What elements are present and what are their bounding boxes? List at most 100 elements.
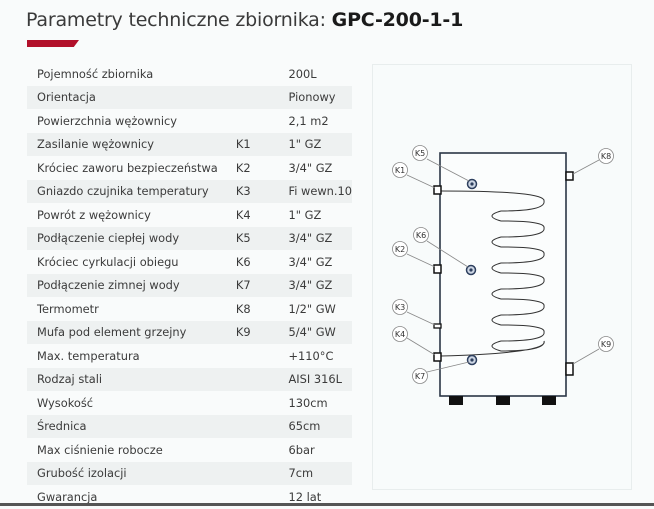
spec-label: Średnica [27,414,236,438]
spec-label: Rodzaj stali [27,367,236,391]
spec-code [235,414,289,438]
svg-text:K2: K2 [395,245,405,254]
spec-code: K7 [235,273,289,297]
bottom-edge-bar [0,503,654,506]
spec-row: Króciec cyrkulacji obiegu K6 3/4" GZ [27,250,352,274]
spec-row: Króciec zaworu bezpieczeństwa K2 3/4" GZ [27,156,352,180]
spec-row: Gwarancja 12 lat [27,485,352,509]
spec-code [236,344,289,368]
spec-code [235,85,289,109]
spec-row: Orientacja Pionowy [27,85,352,109]
spec-code [235,461,289,485]
svg-text:K9: K9 [601,340,611,349]
spec-value: 5/4" GW [288,320,352,344]
k6-port [465,264,477,276]
spec-code [236,438,289,462]
spec-code: K6 [235,254,251,269]
spec-label: Króciec zaworu bezpieczeństwa [37,160,218,175]
tank-diagram: K5 K1 K8 K6 K2 K3 K4 K9 K7 [372,64,632,490]
spec-label: Powrót z wężownicy [37,207,151,222]
spec-label: Orientacja [27,85,236,109]
spec-row: Termometr K8 1/2" GW [27,297,352,321]
spec-value: 12 lat [288,489,322,504]
k4-label: K4 [392,326,408,342]
k7-label: K7 [412,368,428,384]
spec-value: 65cm [288,414,352,438]
spec-value: 3/4" GZ [288,226,352,250]
spec-row: Grubość izolacji 7cm [27,461,352,485]
spec-code [236,391,289,415]
tank-foot [496,396,510,405]
spec-value: 2,1 m2 [288,113,329,128]
spec-value: 3/4" GZ [288,273,352,297]
spec-value: 1/2" GW [288,301,336,316]
tank-foot [449,396,463,405]
spec-label: Gwarancja [37,489,98,504]
svg-text:K7: K7 [415,372,425,381]
k8-label: K8 [598,148,614,164]
spec-value: 3/4" GZ [288,254,333,269]
svg-text:K8: K8 [601,152,611,161]
spec-value: 3/4" GZ [288,160,333,175]
heating-coil [440,190,545,357]
spec-code [235,367,289,391]
spec-row: Powrót z wężownicy K4 1" GZ [27,203,352,227]
spec-row: Pojemność zbiornika 200L [27,62,352,86]
spec-value: AISI 316L [288,367,352,391]
tank-diagram-svg: K5 K1 K8 K6 K2 K3 K4 K9 K7 [392,145,614,405]
k6-label: K6 [413,227,429,243]
spec-row: Rodzaj stali AISI 316L [27,367,352,391]
spec-value: +110°C [288,348,334,363]
k3-label: K3 [392,299,408,315]
spec-label: Termometr [37,301,99,316]
spec-value: 6bar [288,442,315,457]
k1-connector [433,185,442,195]
spec-row: Średnica 65cm [27,414,352,438]
spec-label: Powierzchnia wężownicy [37,113,178,128]
tank-foot [542,396,556,405]
spec-table: Pojemność zbiornika 200L Orientacja Pionowy… [27,62,352,509]
spec-row: Max ciśnienie robocze 6bar [27,438,352,462]
spec-code: K4 [235,207,251,222]
k2-label: K2 [392,241,408,257]
spec-value: Fi wewn.10 [288,179,352,203]
k9-label: K9 [598,336,614,352]
spec-row: Powierzchnia wężownicy 2,1 m2 [27,109,352,133]
spec-code: K9 [235,320,289,344]
spec-row: Podłączenie zimnej wody K7 3/4" GZ [27,273,352,297]
tank-body [439,152,567,397]
spec-label: Króciec cyrkulacji obiegu [37,254,179,269]
spec-value: 7cm [288,461,352,485]
k2-connector [433,264,442,274]
spec-label: Podłączenie ciepłej wody [27,226,236,250]
k1-label: K1 [392,162,408,178]
spec-code: K8 [235,301,251,316]
spec-row: Podłączenie ciepłej wody K5 3/4" GZ [27,226,352,250]
spec-code [236,109,289,133]
page-title: Parametry techniczne zbiornika: GPC-200-… [26,9,463,31]
svg-text:K6: K6 [416,231,426,240]
k8-connector [565,171,574,181]
k7-port [466,354,478,366]
k5-port [466,178,478,190]
spec-value: Pionowy [288,85,352,109]
svg-text:K4: K4 [395,330,405,339]
spec-label: Pojemność zbiornika [37,66,154,81]
spec-label: Zasilanie wężownicy [27,132,236,156]
spec-code: K2 [235,160,251,175]
title-accent-bar [27,40,79,47]
svg-text:K3: K3 [395,303,405,312]
spec-row: Wysokość 130cm [27,391,352,415]
spec-row: Gniazdo czujnika temperatury K3 Fi wewn.10 [27,179,352,203]
model-name: GPC-200-1-1 [331,9,464,31]
spec-label: Mufa pod element grzejny [27,320,236,344]
spec-label: Gniazdo czujnika temperatury [27,179,236,203]
spec-code: K3 [235,179,289,203]
spec-row: Zasilanie wężownicy K1 1" GZ [27,132,352,156]
k5-label: K5 [412,145,428,161]
spec-code: K1 [235,132,289,156]
k4-connector [433,352,442,362]
spec-label: Wysokość [37,395,94,410]
spec-code: K5 [235,226,289,250]
spec-value: 130cm [288,395,328,410]
